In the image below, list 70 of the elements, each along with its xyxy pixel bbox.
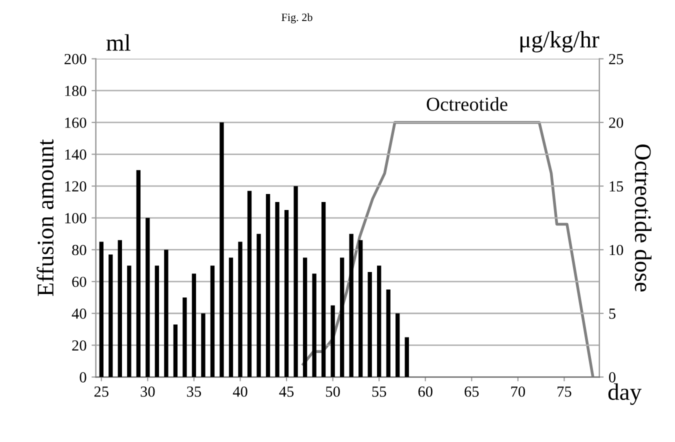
y-tick-label: 200 [64, 54, 86, 64]
y2-tick-label: 0 [609, 372, 616, 382]
x-tick-label: 75 [558, 386, 572, 397]
bar [340, 258, 344, 378]
bar [127, 266, 132, 378]
bar [99, 242, 104, 378]
y-tick-label: 120 [65, 181, 86, 192]
bar [182, 297, 187, 378]
x-tick-label: 45 [279, 386, 294, 397]
series-label: Octreotide [426, 97, 508, 111]
bar [284, 210, 289, 378]
x-tick-label: 35 [187, 386, 202, 397]
bar [358, 240, 363, 378]
bar [275, 202, 280, 378]
bar [220, 122, 224, 378]
bar [294, 186, 298, 378]
y-tick-label: 180 [65, 86, 86, 96]
bar [377, 266, 382, 378]
y2-tick-label: 25 [609, 54, 624, 64]
text: ml [106, 34, 130, 51]
x-tick-label: 50 [326, 386, 340, 397]
bar [349, 234, 354, 378]
bar [368, 272, 372, 378]
y2-tick-label: 15 [610, 181, 624, 192]
bar [173, 324, 178, 378]
bar [404, 337, 409, 378]
bar [321, 202, 326, 378]
y-tick-label: 60 [72, 276, 86, 288]
x-tick-label: 70 [511, 386, 525, 397]
bar [108, 254, 113, 378]
y-tick-label: 100 [65, 213, 86, 224]
x-tick-label: 40 [232, 386, 248, 397]
chart-title: Fig. 2b [282, 13, 312, 24]
bar [238, 242, 242, 378]
text: μg/kg/hr [520, 30, 600, 52]
x-axis-title: day [608, 383, 642, 405]
x-tick-label: 60 [418, 386, 432, 397]
bar [330, 305, 335, 378]
y-tick-label: 160 [65, 118, 86, 128]
y2-tick-label: 20 [609, 118, 624, 128]
bar [302, 258, 308, 378]
bar [164, 250, 168, 378]
y-tick-label: 0 [80, 372, 86, 382]
y-tick-label: 20 [72, 340, 86, 351]
bar [118, 240, 122, 378]
line-series [302, 121, 594, 378]
x-tick-label: 30 [140, 386, 155, 397]
bar [154, 266, 160, 378]
y-axis-title: Effusion amount [36, 139, 54, 296]
y-tick-label: 40 [72, 308, 86, 319]
y2-axis-title: Octreotide dose [634, 144, 652, 292]
bar [247, 190, 252, 378]
bar [396, 313, 400, 378]
bar [192, 274, 196, 378]
bar [210, 266, 215, 378]
y2-tick-label: 10 [610, 244, 624, 256]
y2-tick-label: 5 [609, 308, 616, 319]
bar [386, 290, 390, 378]
bar [266, 194, 270, 378]
bar [146, 218, 150, 378]
bar [201, 313, 206, 378]
bar [136, 170, 141, 378]
bar [256, 234, 261, 378]
x-tick-label: 25 [94, 386, 108, 397]
bar [312, 274, 316, 378]
y-tick-label: 80 [72, 244, 86, 256]
bar [228, 258, 234, 378]
x-tick-label: 55 [372, 386, 386, 397]
x-tick-label: 65 [464, 386, 479, 397]
y-tick-label: 140 [65, 149, 86, 160]
